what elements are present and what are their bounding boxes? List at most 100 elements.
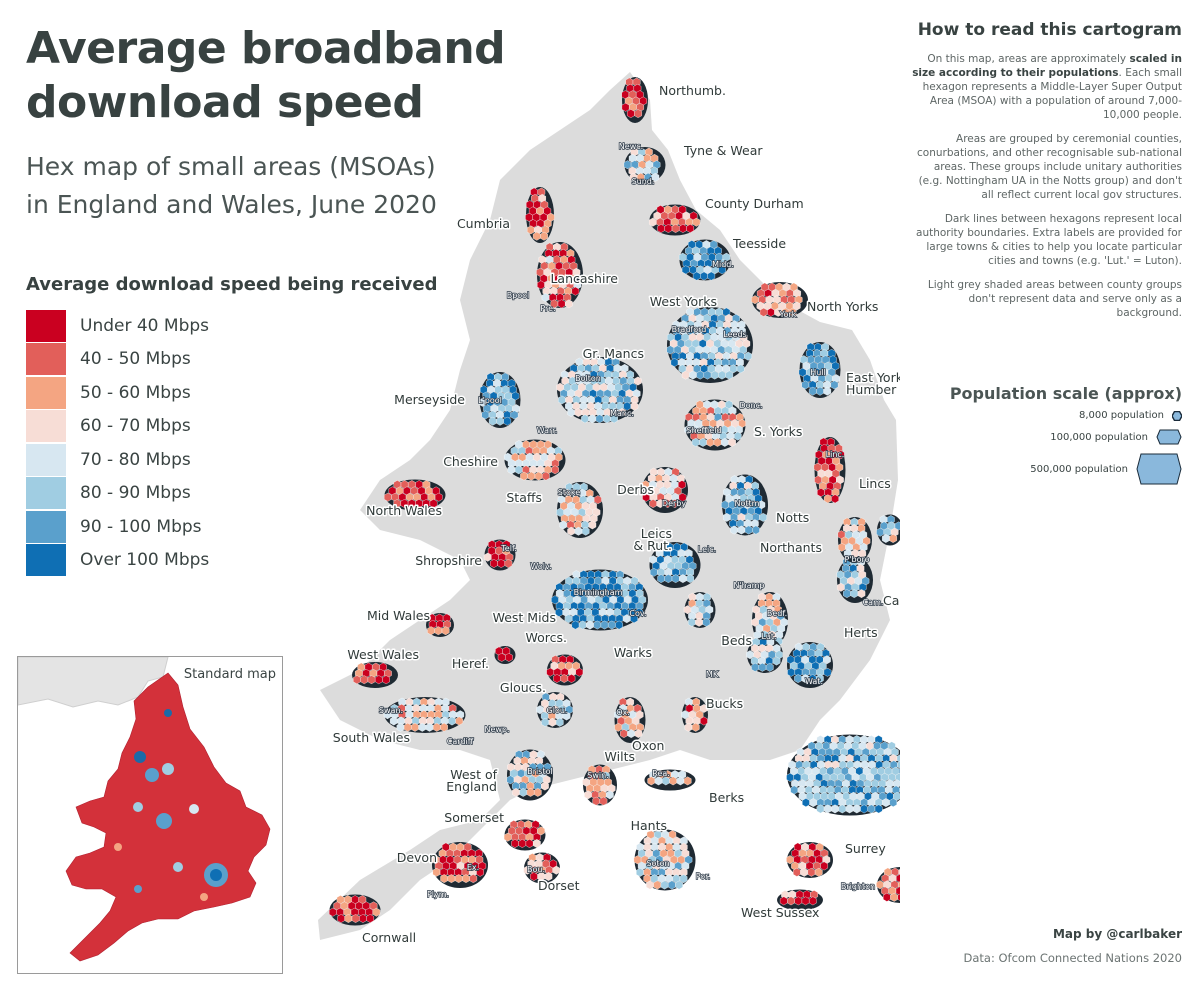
msoa-hexagon [898, 881, 900, 889]
msoa-hexagon [671, 499, 679, 509]
msoa-hexagon [718, 265, 726, 275]
city-label: Linc. [826, 450, 845, 459]
msoa-hexagon [700, 703, 708, 713]
msoa-hexagon [540, 231, 548, 241]
msoa-hexagon [588, 520, 597, 530]
region-cluster [649, 542, 701, 588]
msoa-hexagon [725, 370, 734, 380]
msoa-hexagon [651, 172, 660, 182]
medium-hexagon-icon [1156, 429, 1182, 445]
msoa-hexagon [893, 791, 900, 801]
region-label: West of [450, 767, 497, 782]
legend-item: 70 - 80 Mbps [26, 443, 209, 477]
title-line-1: Average broadband [26, 23, 506, 74]
legend-label: 70 - 80 Mbps [80, 449, 191, 470]
city-label: Cam. [863, 598, 884, 607]
msoa-hexagon [889, 534, 897, 543]
legend-swatch [26, 343, 66, 376]
msoa-hexagon [567, 674, 576, 683]
region-label: Gloucs. [500, 680, 546, 695]
legend-item: 80 - 90 Mbps [26, 477, 209, 511]
msoa-hexagon [503, 416, 512, 426]
msoa-hexagon [429, 499, 438, 508]
region-label: Beds [721, 633, 752, 648]
city-label: Leeds [723, 330, 746, 339]
msoa-hexagon [618, 408, 626, 417]
msoa-hexagon [686, 574, 694, 584]
region-label: Leics [641, 526, 672, 541]
hex-cartogram: Northumb. Tyne & Wear County Durham Cumbria… [318, 72, 900, 947]
region-cluster [798, 342, 841, 398]
region-label: East Yorks & [846, 370, 900, 385]
region-label: Merseyside [394, 392, 465, 407]
city-label: Cardiff [447, 737, 474, 746]
city-label: Rea. [652, 769, 670, 778]
legend-swatch [26, 510, 66, 543]
msoa-hexagon [382, 675, 390, 685]
region-label: Hants [631, 818, 667, 833]
msoa-hexagon [581, 526, 590, 536]
city-label: Warr. [537, 426, 558, 435]
legend-label: 60 - 70 Mbps [80, 416, 191, 437]
msoa-hexagon [635, 710, 644, 720]
city-label: Bolton [575, 374, 601, 383]
subtitle-line-2: in England and Wales, June 2020 [26, 190, 437, 219]
region-cluster [384, 479, 446, 511]
msoa-hexagon [634, 729, 643, 739]
region-cluster [681, 697, 708, 733]
msoa-hexagon [575, 667, 584, 677]
msoa-hexagon [686, 224, 694, 233]
city-label: Bristol [527, 767, 552, 776]
region-cluster [582, 764, 617, 806]
how-to-read-title: How to read this cartogram [917, 20, 1182, 40]
legend-label: 90 - 100 Mbps [80, 516, 202, 537]
region-label: & Rut. [633, 538, 672, 553]
msoa-hexagon [678, 492, 687, 502]
legend-item: 50 - 60 Mbps [26, 376, 209, 410]
region-label: Warks [614, 645, 652, 660]
region-label: S. Yorks [754, 424, 802, 439]
city-label: L'pool [478, 396, 502, 405]
msoa-hexagon [504, 559, 513, 568]
region-cluster [786, 842, 833, 878]
legend-item: 60 - 70 Mbps [26, 410, 209, 444]
legend-swatch [26, 410, 66, 443]
city-label: Glou. [547, 706, 568, 715]
region-cluster [684, 399, 746, 451]
population-scale-small: 8,000 population [1079, 410, 1182, 421]
msoa-hexagon [897, 760, 900, 769]
legend-label: 40 - 50 Mbps [80, 349, 191, 370]
region-label: Mid Wales [367, 608, 430, 623]
region-label: West Mids [493, 610, 556, 625]
region-cluster [876, 514, 900, 546]
city-label: Derby [662, 499, 686, 508]
legend-item: Under 40 Mbps [26, 309, 209, 343]
region-cluster [641, 467, 688, 513]
msoa-hexagon [683, 776, 692, 786]
msoa-hexagon [610, 414, 618, 424]
city-label: Bou. [527, 865, 545, 874]
region-cluster [614, 697, 646, 743]
region-label: Surrey [845, 841, 886, 856]
small-hexagon-icon [1172, 410, 1182, 421]
region-cluster [383, 697, 466, 733]
region-label: Bucks [706, 696, 743, 711]
region-cluster [777, 889, 823, 911]
msoa-hexagon [541, 781, 549, 791]
msoa-hexagon [837, 450, 845, 460]
region-label: Dorset [538, 878, 580, 893]
region-label: England [446, 779, 497, 794]
region-label: Northumb. [659, 83, 726, 98]
msoa-hexagon [552, 865, 561, 875]
region-cluster [666, 307, 753, 383]
msoa-hexagon [634, 376, 642, 386]
city-label: Wat. [805, 677, 823, 686]
region-label: Oxon [632, 738, 664, 753]
msoa-hexagon [537, 826, 545, 836]
region-cluster [623, 147, 666, 183]
msoa-hexagon [551, 465, 559, 475]
msoa-hexagon [823, 667, 832, 677]
region-cluster [751, 282, 808, 318]
msoa-hexagon [772, 656, 781, 666]
msoa-hexagon [543, 762, 552, 772]
